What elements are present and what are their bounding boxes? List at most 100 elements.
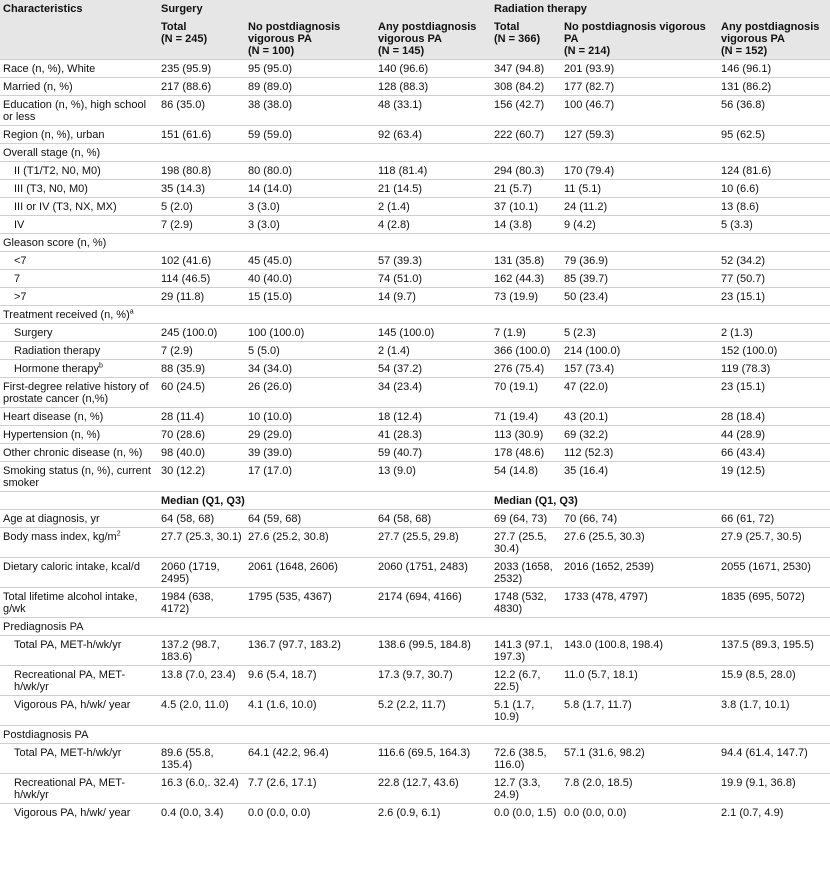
data-cell: 131 (35.8) xyxy=(491,251,561,270)
row-label: II (T1/T2, N0, M0) xyxy=(0,161,158,180)
data-cell: 5.2 (2.2, 11.7) xyxy=(375,695,491,726)
data-cell: 23 (15.1) xyxy=(718,287,830,306)
data-cell: 22.8 (12.7, 43.6) xyxy=(375,773,491,804)
data-cell: 162 (44.3) xyxy=(491,269,561,288)
data-row: Radiation therapy 7 (2.9) 5 (5.0) 2 (1.4) 36… xyxy=(0,341,830,360)
data-cell: 28 (11.4) xyxy=(158,407,245,426)
data-cell: 11.0 (5.7, 18.1) xyxy=(561,665,718,696)
data-row: Total PA, MET-h/wk/yr 89.6 (55.8, 135.4) 6… xyxy=(0,743,830,774)
data-cell: 102 (41.6) xyxy=(158,251,245,270)
data-cell: 79 (36.9) xyxy=(561,251,718,270)
data-cell: 11 (5.1) xyxy=(561,179,718,198)
row-label-text: III or IV (T3, NX, MX) xyxy=(14,200,117,213)
data-cell: 64 (58, 68) xyxy=(375,509,491,528)
data-cell: 13 (8.6) xyxy=(718,197,830,216)
column-header: No postdiagnosis vigorous PA (N = 214) xyxy=(561,17,718,60)
row-label: III (T3, N0, M0) xyxy=(0,179,158,198)
row-label: Hypertension (n, %) xyxy=(0,425,158,444)
row-label: Vigorous PA, h/wk/ year xyxy=(0,695,158,726)
row-label-text: Body mass index, kg/m xyxy=(3,530,117,543)
row-label: Radiation therapy xyxy=(0,341,158,360)
row-label: III or IV (T3, NX, MX) xyxy=(0,197,158,216)
row-label-text: First-degree relative history of prostat… xyxy=(3,380,149,405)
data-cell: 54 (14.8) xyxy=(491,461,561,492)
row-label-text: II (T1/T2, N0, M0) xyxy=(14,164,101,177)
data-row: Smoking status (n, %), current smoker 30 … xyxy=(0,461,830,492)
data-cell: 141.3 (97.1, 197.3) xyxy=(491,635,561,666)
data-row: Recreational PA, MET-h/wk/yr 13.8 (7.0, 2… xyxy=(0,665,830,696)
row-label-text: Recreational PA, MET-h/wk/yr xyxy=(14,776,126,801)
data-row: II (T1/T2, N0, M0) 198 (80.8) 80 (80.0) 118… xyxy=(0,161,830,180)
data-row: <7 102 (41.6) 45 (45.0) 57 (39.3) 131 (35.8)… xyxy=(0,251,830,270)
data-cell: 29 (11.8) xyxy=(158,287,245,306)
data-cell: 1835 (695, 5072) xyxy=(718,587,830,618)
blank-header xyxy=(0,17,158,60)
data-cell: 77 (50.7) xyxy=(718,269,830,288)
data-row: Married (n, %) 217 (88.6) 89 (89.0) 128 (88… xyxy=(0,77,830,96)
row-label: First-degree relative history of prostat… xyxy=(0,377,158,408)
column-header: Total (N = 245) xyxy=(158,17,245,60)
data-cell: 41 (28.3) xyxy=(375,425,491,444)
footnote-mark: 2 xyxy=(116,529,121,537)
data-cell: 308 (84.2) xyxy=(491,77,561,96)
section-label: Overall stage (n, %) xyxy=(0,143,830,162)
row-label: Vigorous PA, h/wk/ year xyxy=(0,803,158,821)
row-label: Dietary caloric intake, kcal/d xyxy=(0,557,158,588)
data-cell: 9.6 (5.4, 18.7) xyxy=(245,665,375,696)
section-row: Prediagnosis PA xyxy=(0,617,830,636)
data-cell: 13.8 (7.0, 23.4) xyxy=(158,665,245,696)
data-cell: 1984 (638, 4172) xyxy=(158,587,245,618)
data-cell: 59 (59.0) xyxy=(245,125,375,144)
data-cell: 116.6 (69.5, 164.3) xyxy=(375,743,491,774)
row-label-text: Dietary caloric intake, kcal/d xyxy=(3,560,140,573)
column-header-line: (N = 366) xyxy=(494,32,541,45)
data-cell: 113 (30.9) xyxy=(491,425,561,444)
data-cell: 14 (3.8) xyxy=(491,215,561,234)
row-label: >7 xyxy=(0,287,158,306)
data-cell: 222 (60.7) xyxy=(491,125,561,144)
row-label-text: IV xyxy=(14,218,25,231)
data-cell: 198 (80.8) xyxy=(158,161,245,180)
data-cell: 9 (4.2) xyxy=(561,215,718,234)
data-cell: 3 (3.0) xyxy=(245,197,375,216)
data-cell: 2 (1.4) xyxy=(375,341,491,360)
data-cell: 2060 (1751, 2483) xyxy=(375,557,491,588)
data-cell: 64 (59, 68) xyxy=(245,509,375,528)
data-cell: 177 (82.7) xyxy=(561,77,718,96)
data-cell: 151 (61.6) xyxy=(158,125,245,144)
row-label: Total PA, MET-h/wk/yr xyxy=(0,743,158,774)
data-cell: 16.3 (6.0,. 32.4) xyxy=(158,773,245,804)
data-cell: 69 (32.2) xyxy=(561,425,718,444)
data-row: Dietary caloric intake, kcal/d 2060 (1719… xyxy=(0,557,830,588)
data-cell: 18 (12.4) xyxy=(375,407,491,426)
statistic-header-row: Median (Q1, Q3) Median (Q1, Q3) xyxy=(0,491,830,510)
data-row: Total lifetime alcohol intake, g/wk 1984 … xyxy=(0,587,830,618)
data-cell: 214 (100.0) xyxy=(561,341,718,360)
data-cell: 71 (19.4) xyxy=(491,407,561,426)
data-cell: 70 (28.6) xyxy=(158,425,245,444)
data-cell: 54 (37.2) xyxy=(375,359,491,378)
data-cell: 52 (34.2) xyxy=(718,251,830,270)
column-header-line: Total xyxy=(494,20,520,33)
data-cell: 7.7 (2.6, 17.1) xyxy=(245,773,375,804)
data-cell: 88 (35.9) xyxy=(158,359,245,378)
data-cell: 45 (45.0) xyxy=(245,251,375,270)
data-cell: 27.7 (25.3, 30.1) xyxy=(158,527,245,558)
column-header-line: No postdiagnosis vigorous PA xyxy=(564,20,706,45)
row-label: Body mass index, kg/m2 xyxy=(0,527,158,558)
data-cell: 57.1 (31.6, 98.2) xyxy=(561,743,718,774)
data-cell: 112 (52.3) xyxy=(561,443,718,462)
data-cell: 59 (40.7) xyxy=(375,443,491,462)
data-cell: 47 (22.0) xyxy=(561,377,718,408)
statistic-header: Median (Q1, Q3) xyxy=(491,491,830,510)
data-cell: 217 (88.6) xyxy=(158,77,245,96)
data-cell: 119 (78.3) xyxy=(718,359,830,378)
blank-cell xyxy=(0,491,158,510)
data-cell: 69 (64, 73) xyxy=(491,509,561,528)
data-cell: 170 (79.4) xyxy=(561,161,718,180)
column-header: No postdiagnosis vigorous PA (N = 100) xyxy=(245,17,375,60)
data-cell: 4 (2.8) xyxy=(375,215,491,234)
section-row: Overall stage (n, %) xyxy=(0,143,830,162)
row-label-text: Vigorous PA, h/wk/ year xyxy=(14,698,131,711)
